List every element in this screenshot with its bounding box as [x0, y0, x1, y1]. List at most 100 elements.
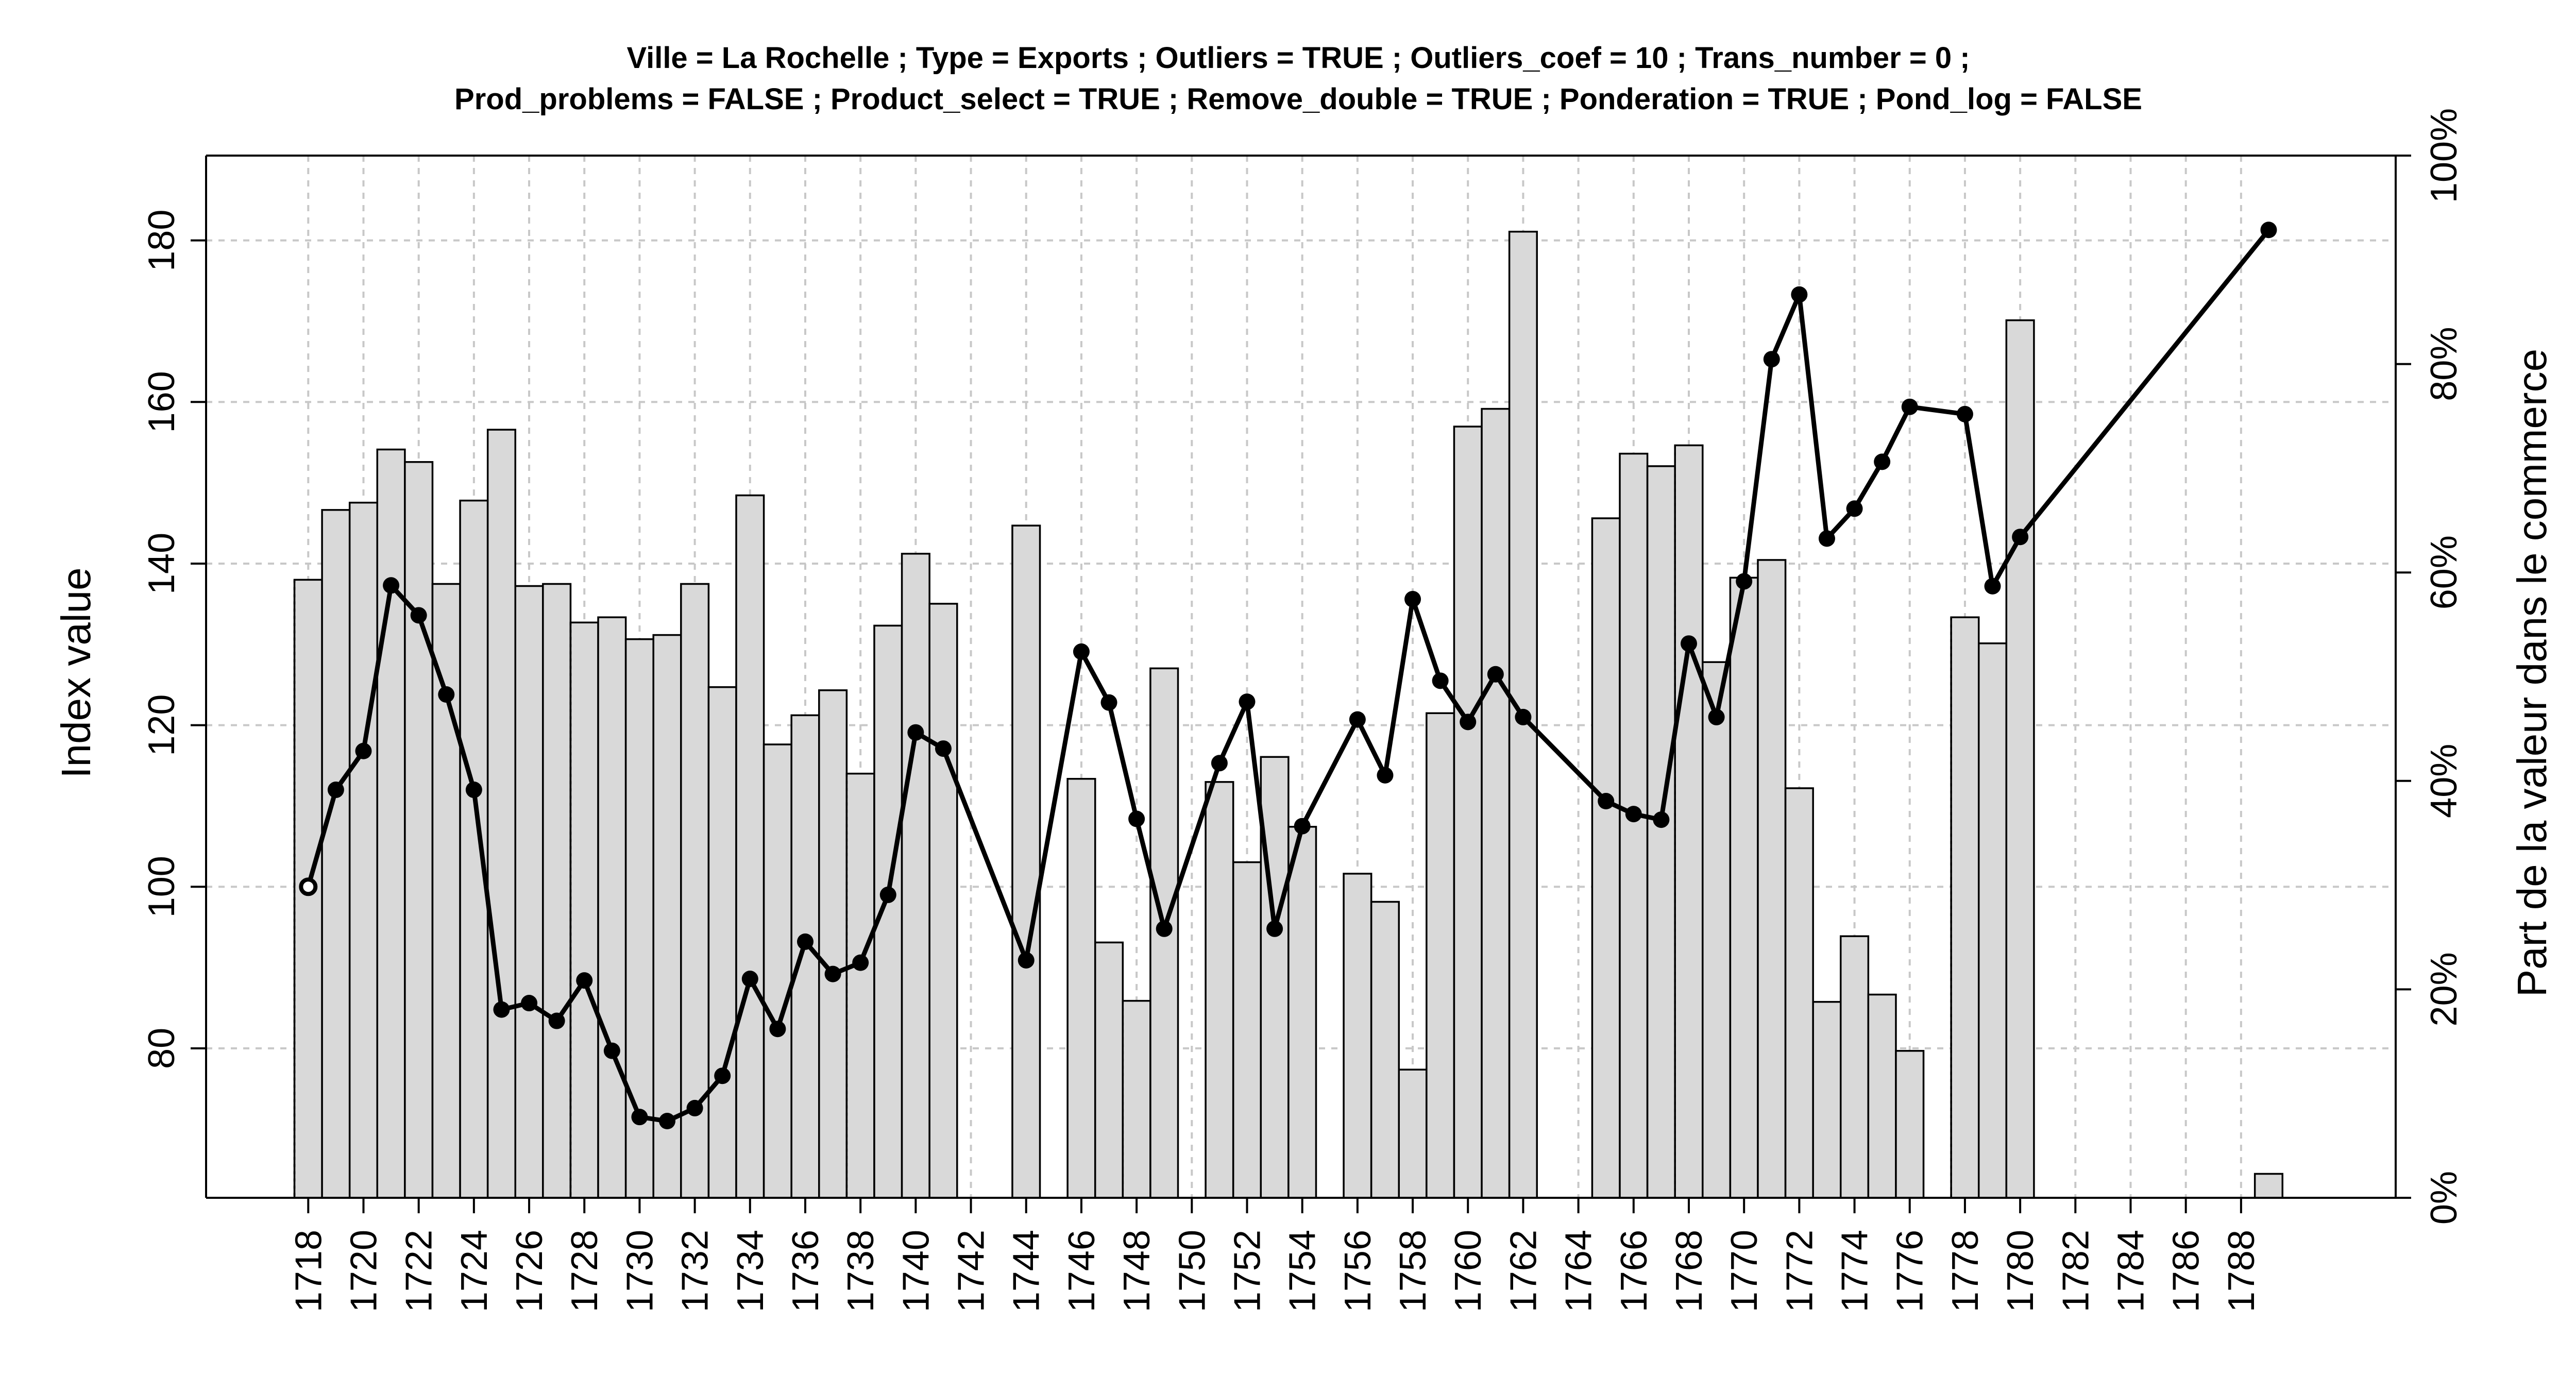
- x-tick-label: 1720: [343, 1230, 384, 1312]
- share-bar: [348, 501, 379, 1199]
- share-bar: [321, 509, 351, 1199]
- share-bar: [873, 624, 903, 1199]
- index-point: [1818, 530, 1835, 547]
- share-bar: [1950, 616, 1980, 1199]
- share-bar: [624, 638, 654, 1199]
- x-tick-label: 1760: [1448, 1230, 1489, 1312]
- share-bar: [2253, 1173, 2284, 1199]
- chart-title-line-2: Prod_problems = FALSE ; Product_select =…: [454, 82, 2142, 116]
- x-tick-label: 1770: [1724, 1230, 1765, 1312]
- index-point: [1239, 693, 1256, 710]
- share-bar: [1232, 861, 1262, 1199]
- index-point: [1266, 920, 1283, 937]
- share-bar: [1205, 781, 1234, 1199]
- index-point: [1349, 711, 1366, 728]
- x-tick-label: 1764: [1558, 1230, 1600, 1312]
- share-bar: [1812, 1000, 1842, 1199]
- index-point: [1018, 952, 1035, 969]
- y-tick-label: 160: [141, 371, 182, 433]
- share-bar: [1619, 452, 1649, 1199]
- index-point: [1432, 672, 1449, 689]
- index-point: [2012, 529, 2029, 546]
- x-tick-label: 1736: [785, 1230, 826, 1312]
- index-point: [603, 1042, 620, 1059]
- share-bar: [1867, 993, 1897, 1199]
- y2-tick-label: 60%: [2424, 535, 2465, 609]
- index-point: [1846, 500, 1863, 517]
- index-point: [1956, 405, 1973, 422]
- index-point: [1211, 755, 1228, 772]
- share-bar: [1453, 426, 1483, 1199]
- index-point: [1625, 806, 1642, 823]
- index-point: [1294, 818, 1311, 835]
- share-bar: [1481, 408, 1511, 1199]
- share-bar: [845, 772, 875, 1199]
- x-tick-label: 1744: [1006, 1230, 1047, 1312]
- index-point: [879, 886, 896, 903]
- share-bar: [901, 553, 930, 1199]
- share-bar: [1426, 712, 1455, 1199]
- index-point: [2260, 222, 2277, 239]
- index-point: [686, 1099, 703, 1116]
- index-point: [299, 877, 318, 896]
- index-point: [1680, 635, 1697, 652]
- share-bar: [1646, 465, 1676, 1199]
- index-point: [1874, 453, 1891, 470]
- x-tick-label: 1750: [1172, 1230, 1213, 1312]
- index-point: [824, 965, 841, 982]
- index-point: [714, 1067, 731, 1084]
- share-bar: [1702, 661, 1732, 1199]
- x-tick-label: 1738: [840, 1230, 882, 1312]
- index-point: [465, 782, 482, 799]
- share-bar: [762, 743, 792, 1199]
- index-point: [1653, 811, 1670, 828]
- x-tick-label: 1788: [2221, 1230, 2262, 1312]
- x-tick-label: 1722: [399, 1230, 440, 1312]
- x-tick-label: 1758: [1393, 1230, 1434, 1312]
- share-bar: [404, 461, 434, 1199]
- x-tick-label: 1734: [730, 1230, 771, 1312]
- y2-tick-label: 80%: [2424, 327, 2465, 401]
- index-point: [576, 972, 593, 989]
- index-point: [327, 782, 344, 799]
- y-tick-label: 80: [141, 1028, 182, 1069]
- share-bar: [542, 583, 572, 1199]
- index-point: [1791, 286, 1808, 303]
- share-bar: [1066, 778, 1096, 1199]
- x-tick-label: 1786: [2166, 1230, 2207, 1312]
- share-bar: [1895, 1050, 1925, 1199]
- y-tick-label: 180: [141, 210, 182, 272]
- share-bar: [514, 585, 544, 1199]
- share-bar: [569, 621, 599, 1199]
- share-bar: [459, 499, 489, 1199]
- x-tick-label: 1768: [1669, 1230, 1710, 1312]
- x-tick-label: 1726: [509, 1230, 550, 1312]
- index-point: [1736, 573, 1753, 590]
- index-point: [769, 1021, 786, 1038]
- index-point: [521, 995, 538, 1012]
- share-bar: [376, 448, 406, 1199]
- share-bar: [1370, 901, 1400, 1199]
- index-point: [1763, 351, 1780, 368]
- x-tick-label: 1740: [895, 1230, 937, 1312]
- x-tick-label: 1748: [1116, 1230, 1158, 1312]
- index-point: [796, 933, 814, 950]
- x-tick-label: 1728: [564, 1230, 605, 1312]
- x-tick-label: 1724: [454, 1230, 495, 1312]
- index-point: [1515, 708, 1532, 725]
- x-tick-label: 1746: [1061, 1230, 1103, 1312]
- x-tick-label: 1766: [1614, 1230, 1655, 1312]
- index-point: [410, 607, 427, 624]
- share-bar: [2005, 319, 2035, 1199]
- index-point: [1984, 578, 2001, 595]
- share-bar: [1674, 444, 1704, 1199]
- index-point: [1901, 398, 1918, 415]
- share-bar: [652, 634, 682, 1199]
- x-tick-label: 1742: [951, 1230, 992, 1312]
- index-point: [1598, 793, 1615, 810]
- share-bar: [1398, 1068, 1428, 1199]
- index-point: [741, 971, 758, 988]
- share-bar: [1343, 873, 1372, 1199]
- share-bar: [1287, 826, 1317, 1199]
